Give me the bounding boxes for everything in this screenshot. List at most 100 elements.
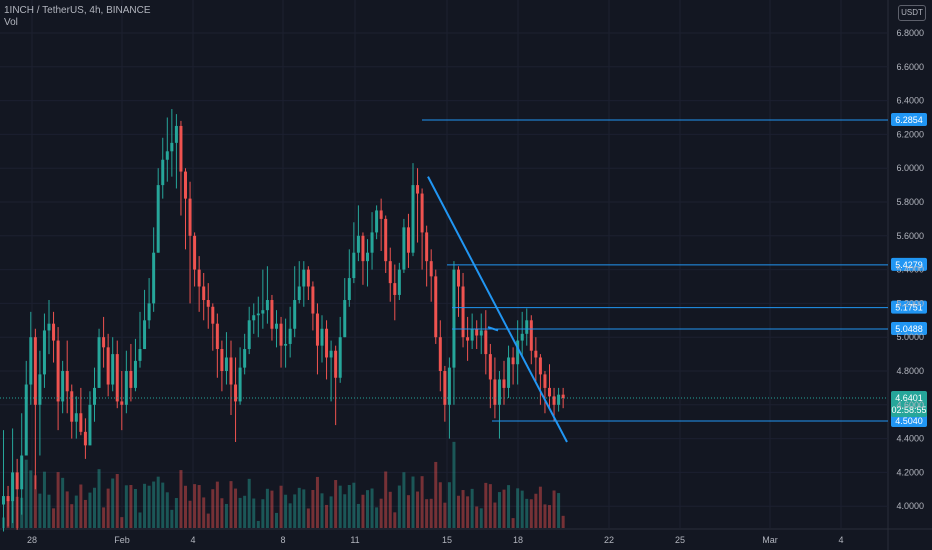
volume-bar xyxy=(143,483,147,528)
price-axis[interactable]: 6.8000 6.6000 6.4000 6.2000 6.0000 5.8000 5.60… xyxy=(896,28,924,511)
candle-body xyxy=(538,357,542,375)
candle-body xyxy=(397,269,401,295)
volume-bar xyxy=(520,490,524,528)
volume-bar xyxy=(38,493,42,528)
volume-bar xyxy=(170,509,174,528)
candles xyxy=(2,109,565,532)
candle-body xyxy=(74,413,78,422)
volume-bar xyxy=(356,503,360,528)
candle-body xyxy=(229,357,233,385)
volume-bar xyxy=(329,496,333,528)
candle-body xyxy=(70,391,74,422)
time-tick-label: 4 xyxy=(190,535,195,545)
candle-body xyxy=(361,235,365,262)
candle-body xyxy=(124,371,128,405)
candle-body xyxy=(247,320,251,350)
candle-body xyxy=(120,401,124,405)
volume-bar xyxy=(516,488,520,528)
level-price-text: 5.0488 xyxy=(895,324,923,334)
volume-bar xyxy=(243,495,247,528)
candle-body xyxy=(20,455,24,490)
volume-bar xyxy=(452,441,456,528)
candle-body xyxy=(129,371,133,388)
candle-body xyxy=(24,384,28,456)
candle-body xyxy=(507,357,511,388)
volume-bar xyxy=(343,494,347,528)
candle-body xyxy=(215,323,219,350)
candle-body xyxy=(288,328,292,344)
volume-bar xyxy=(65,491,69,528)
candle-body xyxy=(297,286,301,301)
price-tick-label: 6.4000 xyxy=(896,96,924,106)
currency-button[interactable]: USDT xyxy=(898,5,926,21)
volume-bar xyxy=(129,485,133,528)
candle-body xyxy=(279,323,283,346)
time-tick-label: 25 xyxy=(675,535,685,545)
level-price-tag xyxy=(891,112,927,126)
candle-body xyxy=(497,379,501,405)
candle-body xyxy=(493,379,497,405)
trendlines[interactable] xyxy=(427,176,568,443)
volume-bar xyxy=(256,520,260,528)
time-axis[interactable]: 28 Feb 4 8 11 15 18 22 25 Mar 4 xyxy=(27,535,844,545)
candle-body xyxy=(284,343,288,346)
volume-bar xyxy=(502,489,506,528)
volume-bar xyxy=(525,498,529,528)
candle-body xyxy=(61,371,65,402)
volume-bar xyxy=(220,498,224,528)
price-tick-label: 4.0000 xyxy=(896,501,924,511)
volume-bar xyxy=(238,497,242,528)
volume-bar xyxy=(384,471,388,528)
volume-bar xyxy=(347,484,351,528)
candle-body xyxy=(270,300,274,329)
volume-bar xyxy=(165,492,169,528)
candle-body xyxy=(252,315,256,321)
candle-body xyxy=(133,360,137,388)
volume-bar xyxy=(466,496,470,528)
candle-body xyxy=(352,252,356,279)
candle-body xyxy=(561,394,565,399)
candle-body xyxy=(384,218,388,262)
volume-bar xyxy=(548,505,551,528)
candle-body xyxy=(33,337,37,405)
level-price-tag xyxy=(891,321,927,335)
candle-body xyxy=(511,357,515,365)
volume-bar xyxy=(416,491,420,528)
candle-body xyxy=(184,171,187,199)
volume-bar xyxy=(420,476,424,528)
candle-body xyxy=(138,349,142,361)
candle-body xyxy=(224,357,228,371)
level-price-text: 4.5040 xyxy=(895,416,923,426)
candle-body xyxy=(193,235,197,270)
volume-bar xyxy=(279,485,283,528)
price-tick-label: 6.2000 xyxy=(896,129,924,139)
price-tick-label: 6.8000 xyxy=(896,28,924,38)
volume-bar xyxy=(61,477,65,528)
volume-bar xyxy=(56,472,60,528)
candle-body xyxy=(179,125,183,172)
volume-bar xyxy=(74,495,78,528)
candle-body xyxy=(88,404,92,446)
candle-body xyxy=(516,340,520,365)
volume-bar xyxy=(265,488,269,528)
candle-body xyxy=(11,472,15,502)
volume-bar xyxy=(275,512,278,528)
time-tick-label: 8 xyxy=(280,535,285,545)
volume-bar xyxy=(315,476,319,528)
volume-bar xyxy=(507,485,511,528)
candle-body xyxy=(375,210,379,233)
level-price-tag xyxy=(891,300,927,314)
symbol-title: 1INCH / TetherUS, 4h, BINANCE xyxy=(4,5,151,16)
candle-body xyxy=(534,350,538,358)
candle-body xyxy=(402,227,406,270)
candle-body xyxy=(457,269,460,287)
candle-body xyxy=(543,374,547,388)
volume-bar xyxy=(206,513,210,528)
volume-bar xyxy=(484,482,488,528)
candle-body xyxy=(2,496,5,505)
volume-bar xyxy=(429,498,433,528)
horizontal-levels[interactable]: 6.2854 5.4279 5.1751 5.0488 4.5040 4.6401 02:5… xyxy=(0,112,927,428)
volume-bar xyxy=(211,489,215,528)
last-price-text: 4.6401 xyxy=(895,393,923,403)
